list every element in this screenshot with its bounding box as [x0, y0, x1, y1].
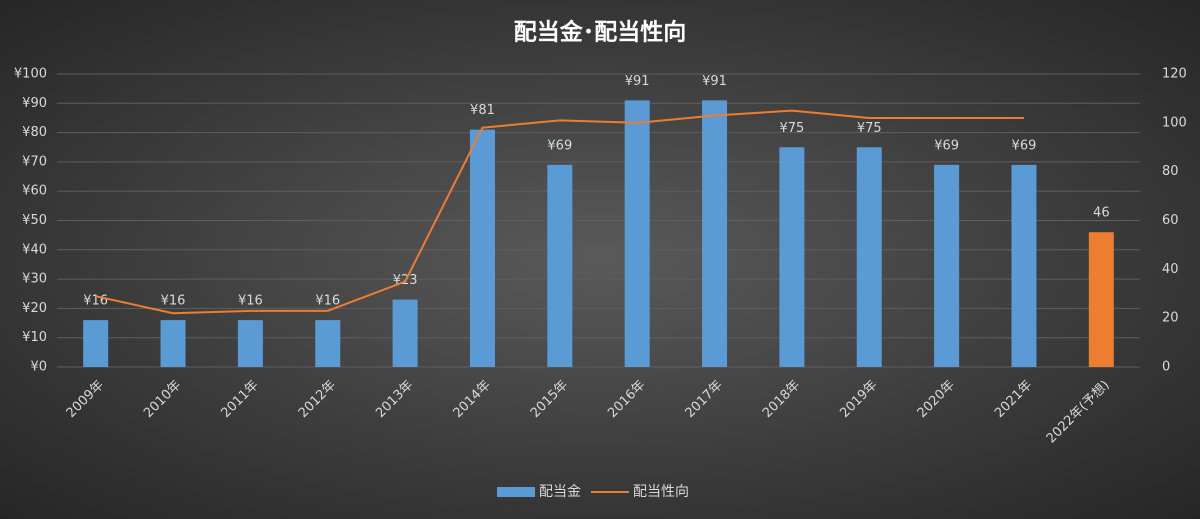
- y-tick-label: ¥40: [22, 242, 47, 257]
- y-tick-label: ¥50: [22, 213, 47, 228]
- bar: [547, 164, 573, 367]
- y2-tick-label: 60: [1162, 213, 1179, 228]
- x-tick-label: 2017年: [683, 378, 726, 421]
- data-label: ¥16: [315, 294, 340, 309]
- x-tick-label: 2013年: [373, 378, 416, 421]
- y-tick-label: ¥20: [22, 301, 47, 316]
- data-label: 46: [1093, 206, 1110, 221]
- x-tick-label: 2010年: [141, 378, 184, 421]
- bar: [856, 147, 882, 367]
- y-tick-label: ¥10: [22, 330, 47, 345]
- data-label: ¥16: [83, 294, 108, 309]
- x-tick-label: 2009年: [64, 378, 107, 421]
- y-tick-label: ¥70: [22, 154, 47, 169]
- bar: [160, 320, 186, 367]
- y-tick-label: ¥90: [22, 96, 47, 111]
- bar: [315, 320, 341, 367]
- data-label: ¥91: [702, 74, 727, 89]
- y2-tick-label: 20: [1162, 311, 1179, 326]
- bar: [83, 320, 109, 367]
- y2-tick-label: 40: [1162, 262, 1179, 277]
- data-label: ¥75: [779, 121, 804, 136]
- y-tick-label: ¥80: [22, 125, 47, 140]
- y2-tick-label: 120: [1162, 67, 1187, 82]
- data-label: ¥75: [857, 121, 882, 136]
- bar: [624, 100, 650, 368]
- x-tick-label: 2012年: [296, 378, 339, 421]
- bar: [702, 100, 728, 368]
- y-tick-label: ¥30: [22, 272, 47, 287]
- legend-label: 配当性向: [633, 484, 689, 500]
- x-tick-label: 2018年: [760, 378, 803, 421]
- bar: [469, 129, 495, 367]
- data-label: ¥69: [1012, 138, 1037, 153]
- x-tick-label: 2020年: [915, 378, 958, 421]
- data-label: ¥69: [934, 138, 959, 153]
- bar: [934, 164, 960, 367]
- y-tick-label: ¥0: [30, 360, 47, 375]
- x-tick-label: 2022年(予想): [1043, 377, 1112, 446]
- x-tick-label: 2019年: [837, 378, 880, 421]
- data-label: ¥81: [470, 103, 495, 118]
- line: [95, 109, 1024, 315]
- legend-swatch: [497, 487, 535, 497]
- y2-tick-label: 80: [1162, 164, 1179, 179]
- data-label: ¥16: [238, 294, 263, 309]
- bar: [1011, 164, 1037, 367]
- y2-tick-label: 0: [1162, 360, 1170, 375]
- x-tick-label: 2021年: [992, 378, 1035, 421]
- y2-tick-label: 100: [1162, 115, 1187, 130]
- y-tick-label: ¥100: [14, 67, 47, 82]
- x-tick-label: 2011年: [218, 378, 261, 421]
- bar: [779, 147, 805, 367]
- data-label: ¥16: [161, 294, 186, 309]
- chart-title: 配当金･配当性向: [514, 19, 687, 46]
- data-label: ¥69: [547, 138, 572, 153]
- legend-label: 配当金: [539, 484, 581, 500]
- y-tick-label: ¥60: [22, 184, 47, 199]
- x-tick-label: 2016年: [605, 378, 648, 421]
- x-tick-label: 2014年: [451, 378, 494, 421]
- bar: [237, 320, 263, 367]
- bar: [392, 299, 418, 367]
- x-tick-label: 2015年: [528, 378, 571, 421]
- bar: [1088, 232, 1114, 367]
- data-label: ¥91: [625, 74, 650, 89]
